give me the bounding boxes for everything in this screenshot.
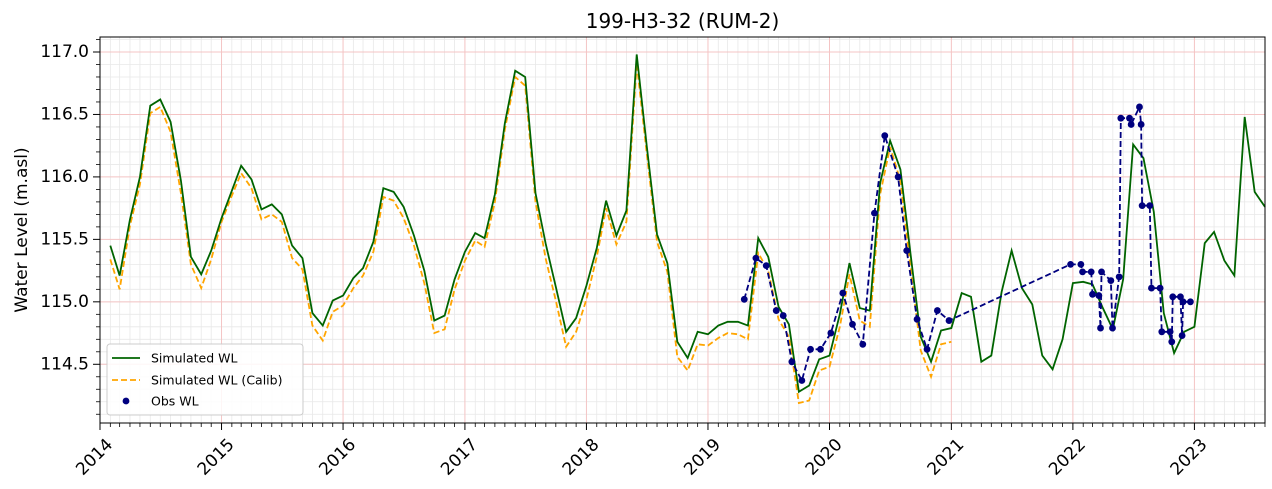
obs-point bbox=[752, 254, 760, 262]
obs-point bbox=[839, 289, 847, 297]
plot-area bbox=[109, 54, 1266, 405]
x-tick-label: 2017 bbox=[437, 435, 482, 480]
obs-point bbox=[1187, 298, 1194, 306]
legend: Simulated WL Simulated WL (Calib) Obs WL bbox=[106, 343, 304, 416]
axes-frame bbox=[99, 36, 1266, 424]
obs-point bbox=[1168, 338, 1176, 346]
obs-point bbox=[1079, 268, 1086, 276]
obs-point bbox=[1115, 273, 1123, 281]
obs-point bbox=[894, 173, 902, 181]
obs-point bbox=[1109, 324, 1116, 332]
obs-point bbox=[1158, 328, 1166, 336]
obs-point bbox=[849, 320, 856, 328]
legend-label: Simulated WL (Calib) bbox=[151, 373, 282, 388]
obs-point bbox=[1178, 332, 1186, 339]
obs-point bbox=[1169, 293, 1177, 301]
obs-point bbox=[788, 358, 796, 366]
obs-point bbox=[903, 247, 911, 255]
x-tick-label: 2023 bbox=[1167, 435, 1212, 480]
obs-point bbox=[933, 307, 941, 314]
obs-point bbox=[740, 295, 748, 303]
x-tick-label: 2018 bbox=[559, 435, 604, 480]
obs-point bbox=[1156, 284, 1164, 292]
x-tick-label: 2019 bbox=[680, 435, 725, 480]
obs-point bbox=[1126, 114, 1133, 122]
y-tick-label: 116.5 bbox=[40, 104, 89, 124]
obs-point bbox=[1127, 121, 1135, 128]
y-tick-label: 114.5 bbox=[40, 354, 89, 374]
minor-grid bbox=[100, 37, 1266, 423]
obs-point bbox=[772, 307, 780, 314]
obs-point bbox=[1107, 277, 1115, 284]
x-axis: 2014 2015 2016 2017 2018 2019 2020 2021 2022 2023 bbox=[72, 423, 1266, 480]
obs-point bbox=[1146, 202, 1154, 210]
obs-point bbox=[827, 329, 835, 337]
obs-point bbox=[817, 345, 824, 353]
obs-point bbox=[779, 312, 787, 319]
obs-point bbox=[945, 317, 953, 324]
x-tick-label: 2022 bbox=[1045, 435, 1090, 480]
x-tick-label: 2015 bbox=[194, 435, 239, 480]
obs-point bbox=[1177, 293, 1184, 301]
obs-point bbox=[1087, 268, 1095, 276]
obs-point bbox=[1138, 202, 1146, 210]
series-line-simulated-wl bbox=[109, 54, 1266, 394]
obs-point bbox=[807, 345, 814, 353]
obs-point bbox=[1067, 260, 1074, 268]
x-tick-label: 2020 bbox=[802, 435, 847, 480]
legend-marker-obs-wl bbox=[122, 397, 130, 405]
obs-point bbox=[1095, 292, 1103, 299]
obs-point bbox=[913, 315, 921, 323]
legend-label: Obs WL bbox=[151, 394, 199, 409]
y-tick-label: 115.0 bbox=[40, 292, 89, 312]
chart-title: 199-H3-32 (RUM-2) bbox=[586, 9, 780, 33]
obs-point bbox=[871, 209, 878, 217]
obs-point bbox=[1179, 298, 1187, 306]
obs-point bbox=[1137, 121, 1145, 128]
x-tick-label: 2016 bbox=[315, 435, 360, 480]
obs-point bbox=[1166, 328, 1174, 336]
y-axis-label: Water Level (m.asl) bbox=[12, 147, 32, 312]
obs-point bbox=[923, 345, 931, 353]
obs-point bbox=[1089, 290, 1096, 298]
obs-point bbox=[1098, 268, 1105, 276]
obs-point bbox=[1148, 284, 1155, 292]
obs-point bbox=[1117, 114, 1125, 122]
y-tick-label: 116.0 bbox=[40, 167, 89, 187]
obs-point bbox=[1097, 324, 1104, 332]
legend-box bbox=[106, 343, 304, 416]
obs-point bbox=[1136, 103, 1143, 111]
obs-point bbox=[798, 377, 806, 384]
x-tick-label: 2021 bbox=[924, 435, 969, 480]
obs-point bbox=[859, 340, 867, 348]
obs-point bbox=[762, 262, 770, 269]
obs-point bbox=[1077, 260, 1085, 268]
y-tick-label: 115.5 bbox=[40, 229, 89, 249]
y-axis: 114.5 115.0 115.5 116.0 116.5 117.0 bbox=[40, 39, 100, 415]
legend-label: Simulated WL bbox=[151, 351, 237, 366]
y-tick-label: 117.0 bbox=[40, 42, 89, 62]
obs-point bbox=[881, 132, 889, 140]
x-tick-label: 2014 bbox=[72, 435, 117, 480]
